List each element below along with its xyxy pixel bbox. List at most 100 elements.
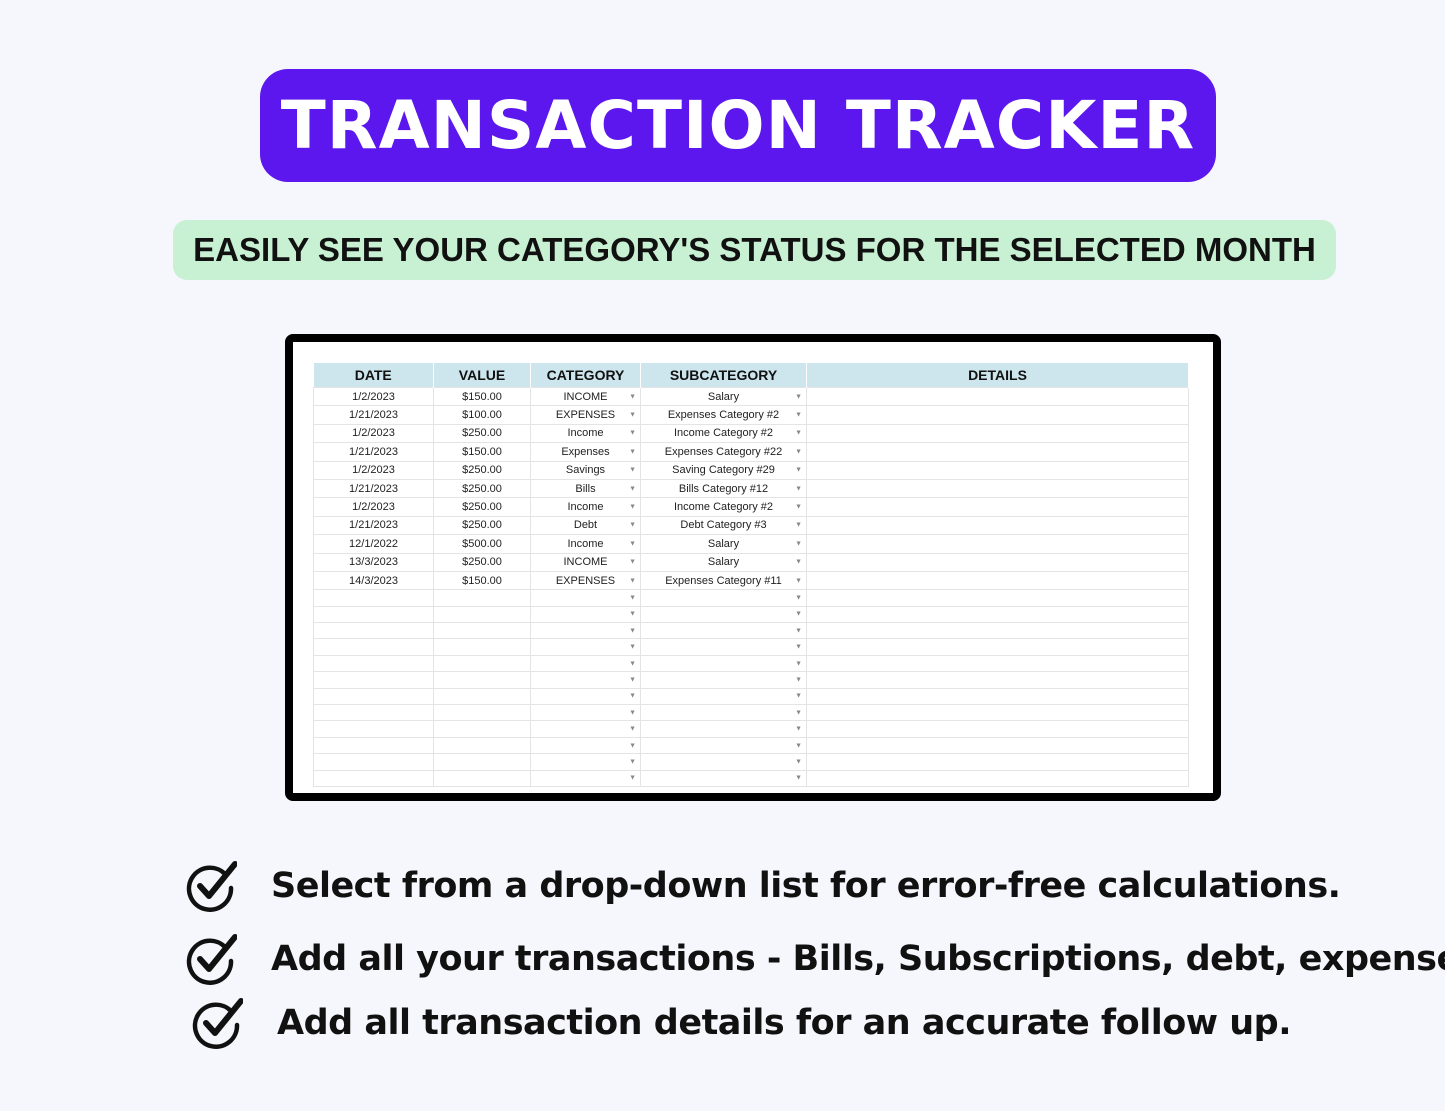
dropdown-arrow-icon[interactable]: ▼ (629, 758, 636, 766)
dropdown-arrow-icon[interactable]: ▼ (795, 411, 802, 419)
dropdown-arrow-icon[interactable]: ▼ (795, 393, 802, 401)
cell-category[interactable]: ▼ (530, 769, 641, 787)
cell-value[interactable]: $150.00 (433, 570, 531, 591)
cell-value[interactable] (433, 687, 531, 706)
cell-date[interactable] (313, 671, 434, 689)
dropdown-arrow-icon[interactable]: ▼ (795, 610, 802, 618)
cell-value[interactable]: $150.00 (433, 386, 531, 407)
cell-value[interactable]: $250.00 (433, 515, 531, 536)
cell-date[interactable]: 1/2/2023 (313, 423, 434, 444)
cell-date[interactable]: 1/2/2023 (313, 386, 434, 407)
cell-value[interactable] (433, 704, 531, 722)
cell-value[interactable] (433, 622, 531, 640)
cell-category[interactable]: INCOME ▼ (530, 552, 641, 572)
dropdown-arrow-icon[interactable]: ▼ (795, 558, 802, 566)
cell-category[interactable]: ▼ (530, 605, 641, 624)
cell-details[interactable] (806, 534, 1189, 554)
cell-subcategory[interactable]: ▼ (640, 736, 807, 755)
cell-details[interactable] (806, 736, 1189, 755)
cell-category[interactable]: INCOME ▼ (530, 386, 641, 407)
dropdown-arrow-icon[interactable]: ▼ (629, 429, 636, 437)
cell-details[interactable] (806, 720, 1189, 738)
dropdown-arrow-icon[interactable]: ▼ (629, 774, 636, 782)
cell-subcategory[interactable]: ▼ (640, 687, 807, 706)
cell-details[interactable] (806, 552, 1189, 572)
cell-value[interactable]: $100.00 (433, 405, 531, 425)
cell-details[interactable] (806, 605, 1189, 624)
dropdown-arrow-icon[interactable]: ▼ (795, 725, 802, 733)
cell-value[interactable]: $150.00 (433, 442, 531, 462)
cell-category[interactable]: ▼ (530, 736, 641, 755)
dropdown-arrow-icon[interactable]: ▼ (795, 577, 802, 585)
dropdown-arrow-icon[interactable]: ▼ (795, 742, 802, 749)
cell-details[interactable] (806, 423, 1189, 444)
cell-category[interactable]: ▼ (530, 589, 641, 607)
cell-details[interactable] (806, 497, 1189, 517)
cell-date[interactable] (313, 769, 434, 787)
dropdown-arrow-icon[interactable]: ▼ (629, 448, 636, 456)
cell-category[interactable]: ▼ (530, 654, 641, 673)
cell-value[interactable] (433, 605, 531, 624)
cell-date[interactable]: 1/21/2023 (313, 405, 434, 425)
cell-value[interactable] (433, 720, 531, 738)
cell-details[interactable] (806, 654, 1189, 673)
cell-subcategory[interactable]: ▼ (640, 589, 807, 607)
cell-details[interactable] (806, 589, 1189, 607)
dropdown-arrow-icon[interactable]: ▼ (629, 709, 636, 717)
dropdown-arrow-icon[interactable]: ▼ (629, 725, 636, 733)
dropdown-arrow-icon[interactable]: ▼ (629, 660, 636, 668)
cell-subcategory[interactable]: ▼ (640, 720, 807, 738)
cell-category[interactable]: ▼ (530, 720, 641, 738)
cell-value[interactable] (433, 589, 531, 607)
dropdown-arrow-icon[interactable]: ▼ (795, 540, 802, 548)
cell-category[interactable]: ▼ (530, 622, 641, 640)
dropdown-arrow-icon[interactable]: ▼ (795, 594, 802, 602)
cell-date[interactable]: 12/1/2022 (313, 534, 434, 554)
cell-details[interactable] (806, 622, 1189, 640)
dropdown-arrow-icon[interactable]: ▼ (629, 692, 636, 700)
cell-subcategory[interactable]: Expenses Category #22 ▼ (640, 442, 807, 462)
dropdown-arrow-icon[interactable]: ▼ (795, 448, 802, 456)
cell-details[interactable] (806, 386, 1189, 407)
dropdown-arrow-icon[interactable]: ▼ (629, 521, 636, 529)
dropdown-arrow-icon[interactable]: ▼ (629, 393, 636, 401)
cell-date[interactable] (313, 720, 434, 738)
cell-value[interactable] (433, 753, 531, 771)
dropdown-arrow-icon[interactable]: ▼ (629, 610, 636, 618)
dropdown-arrow-icon[interactable]: ▼ (795, 503, 802, 511)
cell-details[interactable] (806, 442, 1189, 462)
cell-subcategory[interactable]: ▼ (640, 654, 807, 673)
cell-value[interactable]: $250.00 (433, 460, 531, 480)
cell-value[interactable]: $250.00 (433, 423, 531, 444)
cell-category[interactable]: ▼ (530, 753, 641, 771)
cell-subcategory[interactable]: ▼ (640, 753, 807, 771)
cell-date[interactable]: 1/21/2023 (313, 515, 434, 536)
dropdown-arrow-icon[interactable]: ▼ (629, 676, 636, 684)
cell-subcategory[interactable]: ▼ (640, 769, 807, 787)
cell-category[interactable]: Debt ▼ (530, 515, 641, 536)
dropdown-arrow-icon[interactable]: ▼ (795, 429, 802, 437)
cell-category[interactable]: Income ▼ (530, 497, 641, 517)
cell-details[interactable] (806, 460, 1189, 480)
cell-date[interactable]: 14/3/2023 (313, 570, 434, 591)
cell-category[interactable]: Expenses ▼ (530, 442, 641, 462)
cell-value[interactable] (433, 736, 531, 755)
dropdown-arrow-icon[interactable]: ▼ (795, 627, 802, 635)
cell-category[interactable]: ▼ (530, 638, 641, 656)
dropdown-arrow-icon[interactable]: ▼ (629, 558, 636, 566)
cell-value[interactable] (433, 769, 531, 787)
cell-date[interactable] (313, 622, 434, 640)
dropdown-arrow-icon[interactable]: ▼ (795, 676, 802, 684)
cell-subcategory[interactable]: ▼ (640, 622, 807, 640)
cell-date[interactable] (313, 638, 434, 656)
cell-date[interactable] (313, 589, 434, 607)
cell-date[interactable] (313, 704, 434, 722)
dropdown-arrow-icon[interactable]: ▼ (795, 758, 802, 766)
cell-date[interactable] (313, 605, 434, 624)
dropdown-arrow-icon[interactable]: ▼ (795, 660, 802, 668)
cell-subcategory[interactable]: Expenses Category #2 ▼ (640, 405, 807, 425)
dropdown-arrow-icon[interactable]: ▼ (795, 692, 802, 700)
cell-subcategory[interactable]: Bills Category #12 ▼ (640, 478, 807, 499)
cell-date[interactable] (313, 753, 434, 771)
cell-category[interactable]: ▼ (530, 671, 641, 689)
